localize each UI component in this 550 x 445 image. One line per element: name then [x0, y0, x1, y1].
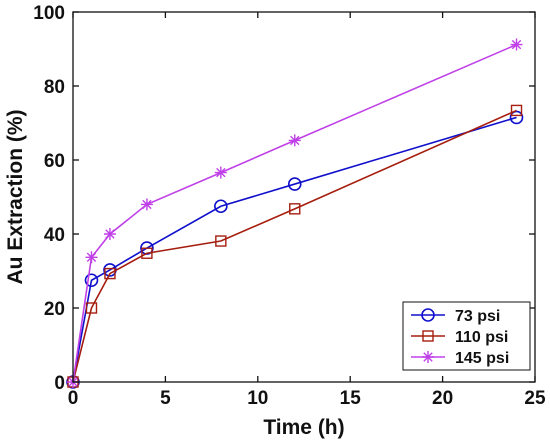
x-axis-label: Time (h) — [263, 416, 344, 439]
series-145-psi — [67, 38, 523, 388]
legend-label: 110 psi — [455, 329, 508, 346]
asterisk-marker-strokes — [140, 198, 153, 211]
data-point — [141, 247, 153, 259]
data-point — [85, 302, 98, 314]
data-point — [288, 134, 301, 147]
y-tick-label: 20 — [44, 299, 65, 320]
data-point — [510, 104, 523, 117]
legend-marker — [422, 351, 434, 363]
data-point — [509, 110, 524, 125]
data-point — [215, 235, 227, 247]
x-tick-label: 20 — [432, 388, 453, 409]
legend-label: 73 psi — [455, 308, 500, 325]
x-tick-label: 15 — [340, 388, 362, 409]
data-point — [287, 177, 302, 191]
y-tick-label: 40 — [44, 225, 65, 246]
y-tick-label: 80 — [44, 77, 65, 98]
y-tick-label: 0 — [54, 373, 65, 394]
series-110-psi — [67, 104, 523, 388]
x-tick-label: 5 — [160, 388, 171, 409]
legend-marker — [421, 308, 435, 322]
asterisk-marker-strokes — [85, 251, 98, 264]
series-line — [72, 109, 517, 383]
y-tick-label: 60 — [44, 151, 65, 172]
legend-item: 145 psi — [411, 350, 509, 367]
legend-item: 110 psi — [411, 329, 508, 346]
data-point — [289, 203, 301, 215]
x-tick-label: 10 — [247, 388, 268, 409]
asterisk-marker-strokes — [288, 134, 301, 147]
data-point — [85, 251, 98, 264]
data-layer — [66, 38, 524, 389]
data-point — [140, 198, 153, 211]
y-axis-label: Au Extraction (%) — [4, 109, 27, 284]
legend-item: 73 psi — [411, 308, 500, 325]
x-tick-label: 0 — [68, 388, 79, 409]
asterisk-marker-strokes — [510, 38, 523, 51]
data-point — [214, 166, 227, 179]
asterisk-marker-strokes — [214, 166, 227, 179]
axes-layer: 0 5 10 15 20 25 0 20 40 60 80 100 — [33, 3, 546, 409]
x-tick-label: 25 — [524, 388, 546, 409]
data-point — [104, 267, 116, 280]
y-tick-label: 100 — [33, 3, 65, 24]
legend: 73 psi 110 psi 145 psi — [402, 301, 531, 371]
asterisk-marker-strokes — [103, 228, 116, 240]
legend-marker — [422, 330, 434, 342]
plot-frame — [72, 11, 536, 383]
legend-label: 145 psi — [455, 350, 509, 367]
asterisk-marker-strokes — [422, 351, 434, 363]
data-point — [214, 199, 228, 214]
data-point — [84, 273, 99, 288]
data-point — [103, 228, 116, 240]
data-point — [510, 38, 523, 51]
